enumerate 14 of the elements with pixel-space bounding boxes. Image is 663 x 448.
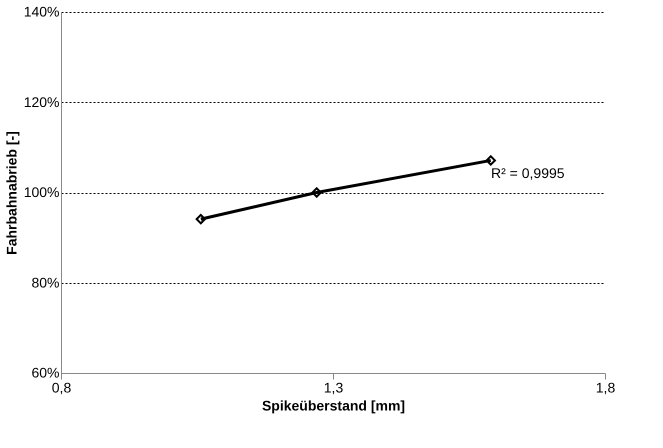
y-tick-label: 60% — [31, 364, 60, 380]
y-tick-label: 140% — [24, 4, 60, 20]
x-tick-label: 1,3 — [324, 380, 344, 396]
y-tick-label: 80% — [31, 274, 60, 290]
y-tick-label: 120% — [24, 94, 60, 110]
x-axis-title: Spikeüberstand [mm] — [262, 398, 406, 414]
annotation: R² = 0,9995 — [491, 165, 565, 181]
point — [196, 214, 206, 224]
y-axis-title: Fahrbahnabrieb [-] — [4, 131, 20, 255]
point — [486, 155, 496, 166]
point — [311, 187, 322, 198]
x-tick-label: 1,8 — [596, 380, 616, 396]
x-tick-label: 0,8 — [52, 380, 72, 396]
y-tick-label: 100% — [24, 184, 60, 200]
